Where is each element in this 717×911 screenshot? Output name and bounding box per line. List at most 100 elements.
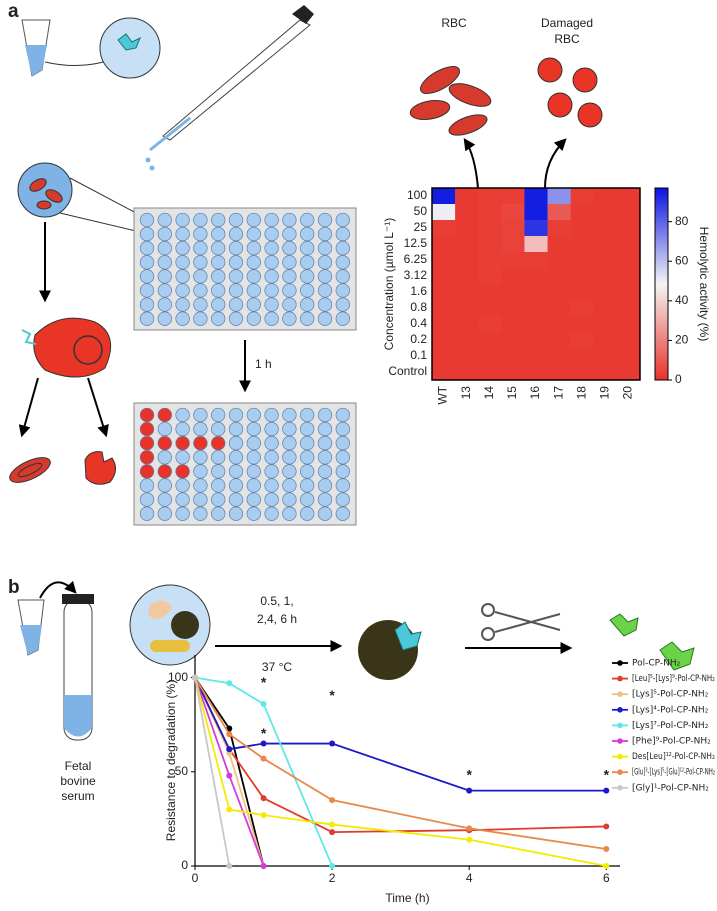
y-tick-label: 50 <box>175 764 189 778</box>
legend-marker <box>617 707 623 713</box>
well <box>246 492 261 507</box>
series-line <box>194 677 607 850</box>
well <box>228 407 244 423</box>
data-point <box>192 674 198 681</box>
x-tick-label: 20 <box>621 386 635 400</box>
heatmap-cell <box>501 220 525 237</box>
serum-label: Fetal <box>65 759 92 773</box>
well <box>157 478 172 493</box>
well <box>157 212 172 228</box>
well <box>282 436 297 451</box>
well <box>317 255 333 270</box>
well <box>282 407 297 423</box>
well <box>246 241 261 256</box>
well <box>211 464 226 479</box>
heatmap-cell <box>432 284 456 301</box>
x-tick-label: 6 <box>603 871 610 885</box>
well <box>317 436 333 451</box>
well <box>246 436 261 451</box>
y-tick-label: 0.4 <box>410 316 427 330</box>
well <box>193 506 208 521</box>
well <box>264 492 279 507</box>
well <box>335 464 350 479</box>
significance-marker: * <box>261 674 267 690</box>
well <box>175 212 190 228</box>
well <box>282 269 297 284</box>
well <box>264 478 279 493</box>
heatmap-cell <box>432 332 456 349</box>
well <box>317 450 333 465</box>
well <box>139 478 155 493</box>
well <box>193 226 208 242</box>
heatmap-cell <box>593 204 618 221</box>
data-point <box>226 863 233 869</box>
well <box>335 269 350 284</box>
heatmap-cell <box>570 348 595 365</box>
well <box>246 464 261 479</box>
colorbar-tick-label: 20 <box>675 333 689 347</box>
plot-frame <box>431 187 641 381</box>
well <box>211 226 226 242</box>
well <box>175 283 190 298</box>
data-point <box>226 680 233 687</box>
damaged-rbc-label: Damaged <box>541 16 593 30</box>
well <box>139 241 155 256</box>
heatmap-cell <box>432 236 456 253</box>
x-tick-label: 18 <box>574 386 588 400</box>
well <box>264 506 279 521</box>
well <box>228 436 244 451</box>
well <box>193 450 208 465</box>
well <box>317 269 333 284</box>
heatmap-cell <box>616 300 641 317</box>
well <box>300 450 315 465</box>
colorbar-label: Hemolytic activity (%) <box>697 227 711 342</box>
well <box>335 226 350 242</box>
well <box>211 311 226 326</box>
well <box>335 297 350 312</box>
well <box>300 226 315 242</box>
y-axis-label: Concentration (µmol L⁻¹) <box>382 218 396 351</box>
well <box>335 506 350 521</box>
well <box>300 311 315 326</box>
heatmap-cell <box>501 348 525 365</box>
well <box>139 297 155 312</box>
incubation-label: 1 h <box>255 357 272 371</box>
data-point <box>260 812 267 819</box>
well <box>175 478 190 493</box>
heatmap-cell <box>432 220 456 237</box>
well <box>317 506 333 521</box>
well <box>175 297 190 312</box>
heatmap-cell <box>478 268 502 285</box>
well <box>228 492 244 507</box>
illustration-a: 1 h RBC Damaged RBC <box>9 5 603 526</box>
heatmap-cell <box>455 332 479 349</box>
heatmap-cell <box>455 252 479 269</box>
well <box>335 436 350 451</box>
data-point <box>603 846 610 853</box>
heatmap-cell <box>616 252 641 269</box>
heatmap-cell <box>547 300 571 317</box>
y-tick-label: 25 <box>414 220 428 234</box>
data-point <box>226 772 233 779</box>
heatmap-cell <box>501 204 525 221</box>
time-label: 0.5, 1, <box>260 594 293 608</box>
well <box>175 464 190 479</box>
legend-label: Pol-CP-NH₂ <box>632 659 681 669</box>
data-point <box>603 863 610 869</box>
well <box>157 506 172 521</box>
well <box>246 297 261 312</box>
well <box>282 226 297 242</box>
heatmap-cell <box>524 236 548 253</box>
data-point <box>260 700 267 707</box>
well <box>157 407 172 423</box>
y-tick-label: 0.1 <box>410 348 427 362</box>
well <box>317 478 333 493</box>
well <box>264 311 279 326</box>
well <box>300 506 315 521</box>
y-tick-label: 6.25 <box>404 252 428 266</box>
well <box>246 421 261 437</box>
well <box>211 478 226 493</box>
data-point <box>226 806 233 813</box>
well <box>175 492 190 507</box>
well <box>246 226 261 242</box>
